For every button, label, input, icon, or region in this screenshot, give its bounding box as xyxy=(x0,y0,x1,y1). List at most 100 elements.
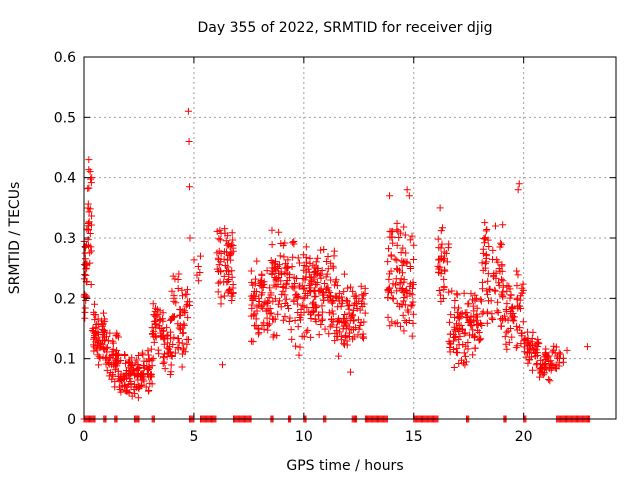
data-point xyxy=(519,280,527,288)
data-point xyxy=(397,229,405,237)
data-point xyxy=(498,261,506,269)
data-point xyxy=(270,331,278,339)
data-point xyxy=(250,287,258,295)
data-point xyxy=(299,295,307,303)
data-point xyxy=(494,309,502,317)
data-point xyxy=(279,316,287,324)
data-point xyxy=(544,352,552,360)
data-point xyxy=(446,348,454,356)
data-point xyxy=(503,328,511,336)
data-point xyxy=(505,282,513,290)
data-point xyxy=(385,245,393,253)
data-point xyxy=(105,372,113,380)
data-point xyxy=(479,278,487,286)
data-point xyxy=(90,328,98,336)
data-point xyxy=(277,277,285,285)
data-point xyxy=(500,312,508,320)
y-tick-label: 0.2 xyxy=(54,291,76,307)
data-point xyxy=(81,271,89,279)
data-point xyxy=(109,337,117,345)
data-point xyxy=(484,277,492,285)
data-point xyxy=(513,322,521,330)
data-point xyxy=(358,302,366,310)
data-point xyxy=(384,285,392,293)
data-point xyxy=(166,335,174,343)
data-point xyxy=(350,292,358,300)
data-point xyxy=(546,377,554,385)
data-point xyxy=(337,302,345,310)
data-point xyxy=(532,352,540,360)
data-point xyxy=(400,223,408,231)
data-point xyxy=(100,309,107,317)
data-point xyxy=(485,285,493,293)
data-point xyxy=(491,222,499,230)
data-point xyxy=(524,348,532,356)
data-point xyxy=(178,286,186,294)
data-point xyxy=(518,289,526,297)
data-point xyxy=(94,329,102,337)
data-point xyxy=(463,309,471,317)
data-point xyxy=(171,349,179,357)
data-point xyxy=(542,363,550,371)
data-point xyxy=(350,306,358,314)
data-point xyxy=(254,330,262,338)
data-point xyxy=(285,305,293,313)
data-point xyxy=(356,322,364,330)
data-point xyxy=(289,239,297,247)
data-point xyxy=(516,296,524,304)
data-point xyxy=(440,248,448,256)
data-point xyxy=(263,300,271,308)
data-point xyxy=(194,262,202,270)
data-point xyxy=(494,298,502,306)
data-point xyxy=(168,314,176,322)
data-point xyxy=(506,324,514,332)
data-point xyxy=(317,246,325,254)
x-axis-label: GPS time / hours xyxy=(286,458,403,474)
data-point xyxy=(404,308,412,316)
data-point xyxy=(405,192,413,200)
data-point xyxy=(484,290,492,298)
data-point xyxy=(328,298,336,306)
data-point xyxy=(440,266,448,274)
data-point xyxy=(286,314,294,322)
y-tick-label: 0.4 xyxy=(54,171,76,187)
data-point xyxy=(453,308,461,316)
data-point xyxy=(274,265,282,273)
data-point xyxy=(91,316,99,324)
data-point xyxy=(514,271,522,279)
data-point xyxy=(482,258,490,266)
data-point xyxy=(358,291,366,299)
data-point xyxy=(295,259,303,267)
data-point xyxy=(180,344,188,352)
data-point xyxy=(292,274,300,282)
data-point xyxy=(151,307,159,315)
data-point xyxy=(166,348,174,356)
data-point xyxy=(340,314,348,322)
data-point xyxy=(315,287,323,295)
data-point xyxy=(409,319,417,327)
data-point xyxy=(227,241,235,249)
data-point xyxy=(125,358,133,366)
y-tick-label: 0.5 xyxy=(54,110,76,126)
data-point xyxy=(313,264,321,272)
data-point xyxy=(104,337,112,345)
data-point xyxy=(300,262,308,270)
data-point xyxy=(446,339,454,347)
data-point xyxy=(349,287,357,295)
data-point xyxy=(292,342,300,350)
data-point xyxy=(220,278,228,286)
data-point xyxy=(87,247,95,255)
data-point xyxy=(410,255,418,263)
data-point xyxy=(248,301,256,309)
data-point xyxy=(217,249,225,257)
data-point xyxy=(356,306,364,314)
data-point xyxy=(317,321,325,329)
data-point xyxy=(264,299,272,307)
data-point xyxy=(121,352,129,360)
data-point xyxy=(94,315,102,323)
data-point xyxy=(475,329,483,337)
data-point xyxy=(258,271,266,279)
data-point xyxy=(262,307,270,315)
data-point xyxy=(172,299,180,307)
data-point xyxy=(311,301,319,309)
